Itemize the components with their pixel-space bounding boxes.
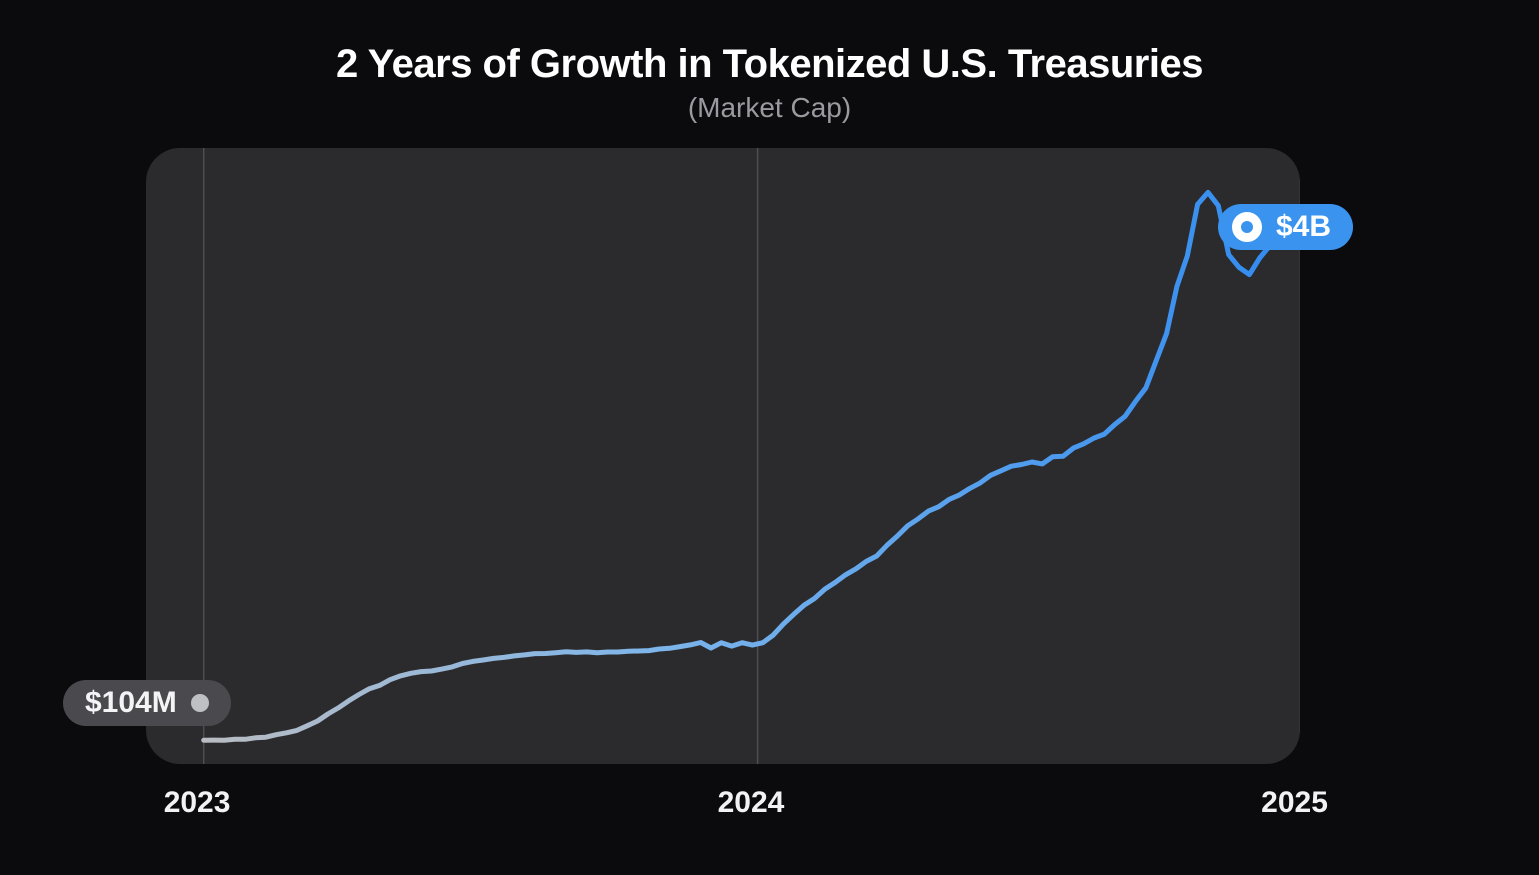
- chart-title: 2 Years of Growth in Tokenized U.S. Trea…: [0, 42, 1539, 87]
- chart-card: [146, 148, 1300, 764]
- end-value-badge: $4B: [1218, 204, 1353, 250]
- chart-subtitle: (Market Cap): [0, 92, 1539, 124]
- x-axis-tick-label: 2024: [718, 786, 785, 820]
- page: 2 Years of Growth in Tokenized U.S. Trea…: [0, 0, 1539, 875]
- start-value-label: $104M: [85, 688, 177, 718]
- end-value-label: $4B: [1276, 212, 1331, 242]
- start-value-badge: $104M: [63, 680, 231, 726]
- ring-icon: [1232, 212, 1262, 242]
- dot-icon: [191, 694, 209, 712]
- x-axis-tick-label: 2025: [1261, 786, 1328, 820]
- x-axis-tick-label: 2023: [164, 786, 231, 820]
- chart-line: [146, 148, 1300, 764]
